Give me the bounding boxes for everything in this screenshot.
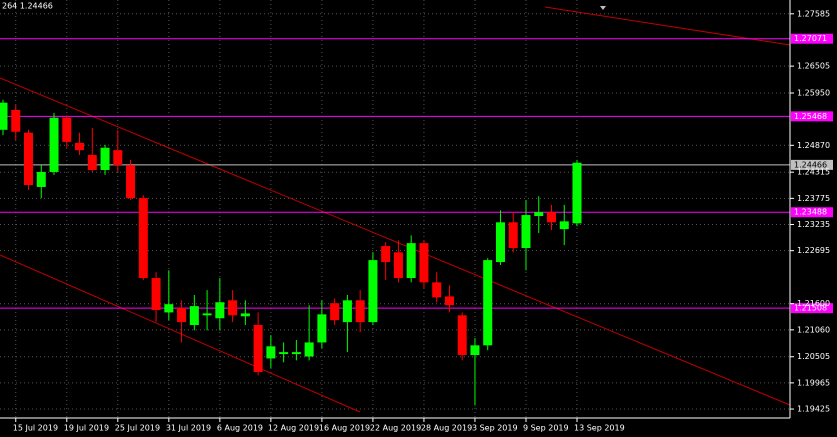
- price-level-tag: [791, 33, 833, 44]
- y-tick-label: 1.27585: [797, 9, 830, 18]
- price-level-tag: [791, 111, 833, 122]
- candle-body: [279, 352, 289, 355]
- candle-body: [253, 325, 263, 372]
- y-tick-label: 1.19965: [797, 378, 830, 387]
- candle-body: [419, 243, 429, 283]
- y-tick-label: 1.21060: [797, 325, 830, 334]
- x-tick-label: 25 Jul 2019: [115, 424, 160, 433]
- candle-body: [432, 282, 442, 298]
- marker-arrow: [600, 6, 606, 10]
- candle-body: [62, 117, 72, 142]
- candle-body: [126, 165, 136, 199]
- y-tick-label: 1.23235: [797, 220, 830, 229]
- x-tick-label: 15 Jul 2019: [13, 424, 58, 433]
- price-level-label: 1.24466: [794, 160, 827, 169]
- candle-body: [164, 304, 174, 313]
- x-tick-label: 12 Aug 2019: [268, 424, 319, 433]
- candle-body: [457, 315, 467, 356]
- candle-body: [508, 222, 518, 248]
- candle-body: [330, 303, 340, 321]
- candle-body: [228, 300, 238, 316]
- candle-body: [368, 260, 378, 323]
- candle-body: [87, 154, 97, 171]
- candle-body: [495, 222, 505, 263]
- axes-labels: 1.27585 1.26505 1.25950 1.24870 1.24315 1.237…: [13, 9, 830, 432]
- candle-body: [342, 300, 352, 323]
- x-tick-label: 13 Sep 2019: [574, 424, 625, 433]
- y-tick-label: 1.19425: [797, 405, 830, 414]
- trend-line: [0, 77, 791, 406]
- x-tick-label: 31 Jul 2019: [166, 424, 211, 433]
- candle-body: [151, 278, 161, 310]
- info-text: 264 1.24466: [2, 2, 53, 11]
- price-level-label: 1.23488: [794, 208, 827, 217]
- x-tick-label: 6 Aug 2019: [217, 424, 263, 433]
- candle-body: [49, 117, 59, 172]
- candle-body: [177, 308, 187, 323]
- x-tick-label: 16 Aug 2019: [319, 424, 370, 433]
- x-tick-label: 9 Sep 2019: [523, 424, 569, 433]
- candle-body: [483, 260, 493, 346]
- candle-body: [534, 212, 544, 217]
- y-tick-label: 1.26505: [797, 62, 830, 71]
- candle-body: [559, 221, 569, 230]
- candle-body: [11, 109, 21, 132]
- candle-body: [444, 296, 454, 306]
- y-tick-label: 1.25950: [797, 88, 830, 97]
- x-tick-label: 28 Aug 2019: [421, 424, 472, 433]
- levels: 1.27071 1.25468 1.24466 1.23488 1.21508: [0, 33, 833, 314]
- candle-body: [240, 313, 250, 317]
- trend-line: [0, 254, 361, 413]
- candle-body: [215, 302, 225, 319]
- candle-body: [202, 313, 212, 316]
- price-level-label: 1.27071: [794, 34, 827, 43]
- y-tick-label: 1.20505: [797, 352, 830, 361]
- candle-body: [381, 246, 391, 263]
- x-tick-label: 19 Jul 2019: [64, 424, 109, 433]
- y-tick-label: 1.24870: [797, 141, 830, 150]
- candle-body: [317, 314, 327, 343]
- y-tick-label: 1.24315: [797, 168, 830, 177]
- candle-body: [266, 346, 276, 359]
- candle-body: [521, 215, 531, 248]
- price-level-tag: [791, 207, 833, 218]
- y-tick-label: 1.22695: [797, 246, 830, 255]
- candles: [0, 99, 582, 406]
- x-tick-label: 3 Sep 2019: [472, 424, 518, 433]
- candle-body: [572, 162, 582, 224]
- candle-body: [100, 147, 110, 171]
- candle-body: [189, 306, 199, 326]
- candle-body: [546, 212, 556, 223]
- candle-body: [304, 342, 314, 357]
- candle-body: [138, 198, 148, 279]
- x-tick-label: 22 Aug 2019: [370, 424, 421, 433]
- candle-body: [470, 345, 480, 356]
- candle-body: [291, 352, 301, 355]
- y-tick-label: 1.23775: [797, 194, 830, 203]
- candle-body: [355, 300, 365, 323]
- candle-body: [0, 102, 8, 130]
- candle-body: [24, 132, 34, 186]
- price-level-tag: [791, 159, 833, 170]
- price-level-tag: [791, 303, 833, 314]
- y-tick-label: 1.21600: [797, 299, 830, 308]
- price-level-label: 1.21508: [794, 304, 827, 313]
- candle-body: [36, 171, 46, 187]
- price-level-label: 1.25468: [794, 112, 827, 121]
- candle-body: [406, 243, 416, 279]
- candle-body: [393, 252, 403, 279]
- candle-body: [75, 142, 85, 151]
- candle-body: [113, 150, 123, 166]
